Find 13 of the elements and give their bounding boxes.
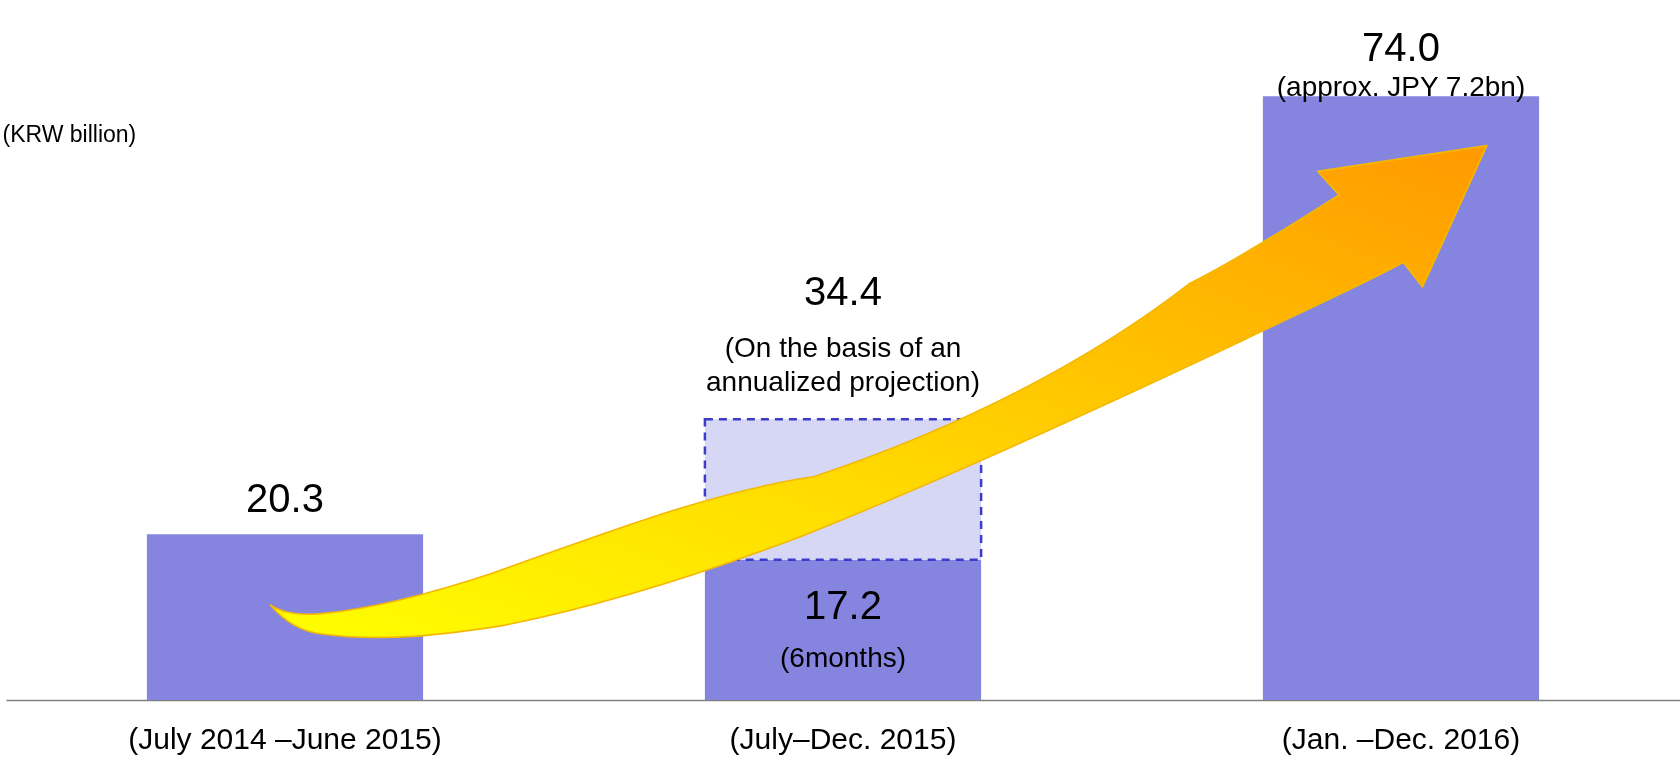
annotation: (6months) (779, 642, 907, 674)
annotation: (On the basis of an annualized projection) (706, 332, 980, 397)
data-label: 17.2 (804, 582, 882, 627)
x-tick-label: (Jan. –Dec. 2016) (1281, 721, 1521, 755)
bar (704, 559, 982, 700)
data-label: 20.3 (246, 476, 324, 521)
data-label: 74.0 (1362, 25, 1440, 69)
x-tick-label: (July 2014 –June 2015) (128, 721, 442, 755)
y-axis-title: (KRW billion) (2, 120, 137, 147)
total-label: 34.4 (804, 269, 882, 314)
bar (146, 534, 424, 700)
x-tick-label: (July–Dec. 2015) (729, 721, 957, 755)
annotation: (approx. JPY 7.2bn) (1276, 71, 1526, 102)
